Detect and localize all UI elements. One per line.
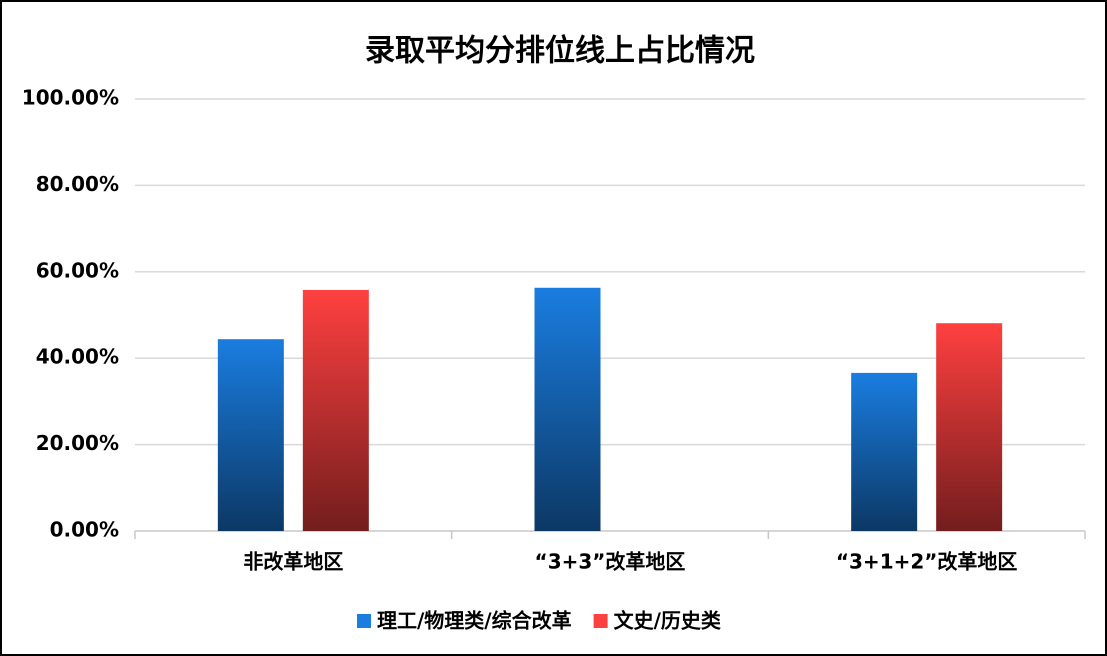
y-tick-label: 20.00% (36, 431, 119, 455)
y-tick-label: 60.00% (36, 258, 119, 282)
legend-swatch (357, 614, 371, 628)
chart-title: 录取平均分排位线上占比情况 (365, 34, 755, 69)
bar (851, 372, 918, 531)
x-tick-label: 非改革地区 (243, 550, 343, 574)
x-tick-label: “3+3”改革地区 (535, 550, 686, 574)
x-tick-label: “3+1+2”改革地区 (836, 550, 1018, 574)
bar (217, 339, 284, 531)
bar (936, 323, 1003, 531)
y-tick-label: 100.00% (22, 86, 119, 110)
legend-label: 理工/物理类/综合改革 (377, 609, 572, 633)
bar (302, 289, 369, 531)
bar (534, 287, 601, 531)
y-tick-label: 40.00% (36, 345, 119, 369)
legend-swatch (593, 614, 608, 628)
y-tick-label: 80.00% (36, 172, 119, 196)
y-tick-label: 0.00% (50, 518, 119, 542)
legend-label: 文史/历史类 (614, 609, 721, 633)
